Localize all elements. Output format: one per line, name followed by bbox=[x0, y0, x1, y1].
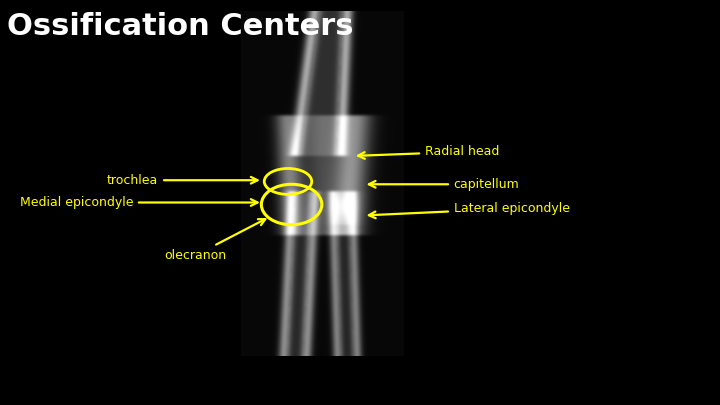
Text: trochlea: trochlea bbox=[107, 174, 258, 187]
Text: Ossification Centers: Ossification Centers bbox=[7, 12, 354, 41]
Text: Lateral epicondyle: Lateral epicondyle bbox=[369, 202, 570, 218]
Text: Medial epicondyle: Medial epicondyle bbox=[19, 196, 258, 209]
Text: olecranon: olecranon bbox=[165, 219, 266, 262]
Text: capitellum: capitellum bbox=[369, 178, 519, 191]
Text: Radial head: Radial head bbox=[358, 145, 499, 159]
